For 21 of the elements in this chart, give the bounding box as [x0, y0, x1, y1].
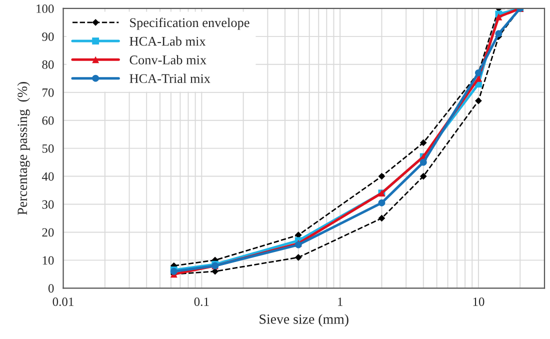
x-tick-label: 0.1	[194, 298, 209, 306]
legend-label: Conv-Lab mix	[130, 55, 206, 64]
y-tick-label: 50	[42, 144, 54, 153]
x-axis-title: Sieve size (mm)	[260, 314, 348, 327]
y-tick-label: 40	[42, 172, 54, 181]
legend-label: HCA-Lab mix	[130, 36, 206, 46]
y-tick-label: 70	[42, 88, 54, 97]
y-tick-label: 30	[42, 200, 54, 209]
y-axis-title: Percentage passing (%)	[17, 82, 30, 215]
y-tick-label: 20	[42, 228, 54, 237]
y-tick-label: 0	[48, 284, 54, 293]
y-tick-label: 80	[42, 60, 54, 69]
legend-label: Specification envelope	[130, 18, 250, 30]
x-tick-label: 0.01	[52, 298, 74, 306]
legend-label: HCA-Trial mix	[130, 74, 210, 84]
y-tick-label: 10	[42, 256, 54, 265]
y-tick-label: 100	[36, 4, 54, 13]
y-tick-label: 60	[42, 116, 54, 125]
y-tick-label: 90	[42, 32, 54, 41]
x-tick-label: 1	[338, 298, 342, 306]
x-tick-label: 10	[473, 298, 484, 306]
